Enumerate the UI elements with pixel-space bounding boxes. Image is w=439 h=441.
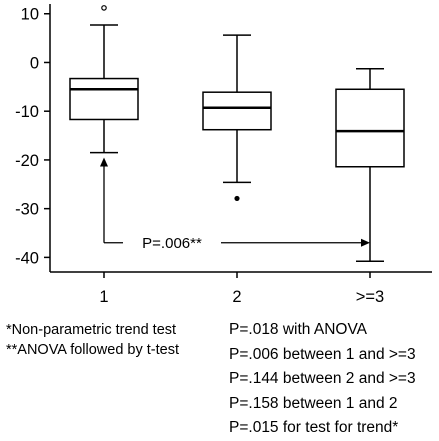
box-iqr — [69, 77, 139, 121]
box-iqr — [335, 88, 405, 168]
pvalue-trend: P=.015 for test for trend* — [229, 419, 399, 436]
box-plot-chart: 10 0 -10 -20 -30 -40 1 2 >=3 P=.006** — [15, 4, 432, 306]
pvalue-anova: P=.018 with ANOVA — [229, 321, 367, 338]
x-tick-label: 1 — [99, 288, 108, 306]
outlier-point — [234, 195, 240, 202]
pvalue-1-vs-3: P=.006 between 1 and >=3 — [229, 345, 416, 363]
x-tick-label: >=3 — [356, 288, 384, 306]
y-tick-label: 0 — [30, 54, 39, 72]
annotation-arrowhead-up — [100, 157, 108, 167]
y-tick-label: -20 — [15, 152, 39, 170]
annotation-label: P=.006** — [142, 235, 202, 252]
footnote-left: *Non-parametric trend test **ANOVA follo… — [6, 320, 179, 360]
footnote-trend-test: *Non-parametric trend test — [6, 322, 177, 338]
footnote-anova-ttest: **ANOVA followed by t-test — [6, 342, 180, 358]
y-tick-label: -30 — [15, 201, 39, 219]
outlier-point — [101, 5, 107, 11]
y-tick-label: -40 — [15, 249, 39, 267]
pvalue-2-vs-3: P=.144 between 2 and >=3 — [229, 370, 416, 387]
box-iqr — [202, 91, 272, 131]
annotation-arrowhead-right — [361, 238, 370, 247]
y-tick-label: -10 — [15, 103, 39, 121]
x-tick-label: 2 — [232, 288, 241, 306]
y-tick-label: 10 — [21, 6, 39, 24]
pvalue-1-vs-2: P=.158 between 1 and 2 — [229, 394, 398, 412]
footnote-pvalues: P=.018 with ANOVA P=.006 between 1 and >… — [229, 318, 416, 441]
